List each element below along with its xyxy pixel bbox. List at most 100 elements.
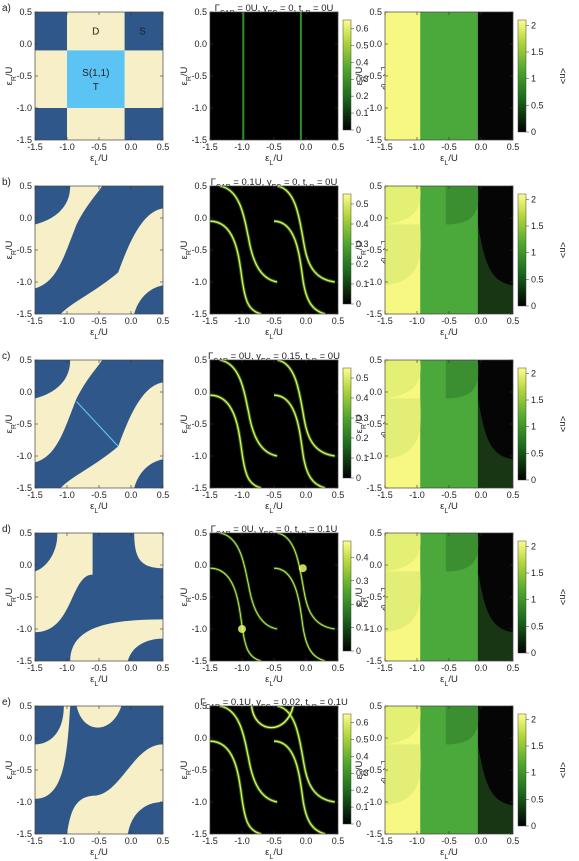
singlet-region: [127, 802, 163, 834]
occupation-panel: -1.5-1.5-1.0-1.0-0.5-0.50.00.00.50.5εL/U…: [354, 181, 568, 341]
y-tick-label: 0.0: [194, 387, 207, 397]
conductance-resonance: [210, 394, 262, 488]
conductance-panel: -1.5-1.5-1.0-1.0-0.5-0.50.00.00.50.5εL/U…: [179, 355, 393, 515]
y-tick-label: -0.5: [16, 419, 32, 429]
occupation-colorbar-tick-label: 2: [531, 714, 536, 724]
y-axis-label: εR/U: [4, 240, 18, 259]
occupation-colorbar-tick-label: 2: [531, 20, 536, 30]
conductance-colorbar: [342, 367, 352, 479]
y-tick-label: 0.0: [369, 39, 382, 49]
x-tick-label: -0.5: [91, 316, 107, 326]
x-tick-label: -0.5: [91, 836, 107, 846]
y-tick-label: 0.0: [19, 39, 32, 49]
y-tick-label: -0.5: [191, 592, 207, 602]
conductance-colorbar-tick-label: 0.1: [356, 623, 369, 633]
x-tick-label: 0.5: [332, 316, 345, 326]
y-tick-label: 0.5: [369, 355, 382, 365]
x-tick-label: -0.5: [441, 316, 457, 326]
region-label-doublet: D: [92, 26, 99, 37]
x-tick-label: 0.5: [332, 663, 345, 673]
occupation-colorbar-tick-label: 2: [531, 194, 536, 204]
conductance-resonance: [250, 706, 294, 729]
conductance-map: [210, 360, 338, 488]
y-tick-label: -1.0: [191, 451, 207, 461]
y-tick-label: -1.0: [191, 103, 207, 113]
x-tick-label: -1.5: [27, 142, 43, 152]
singlet-region: [124, 12, 163, 51]
x-tick-label: 0.5: [507, 316, 520, 326]
y-tick-label: 0.0: [19, 560, 32, 570]
occupation-panel: -1.5-1.5-1.0-1.0-0.5-0.50.00.00.50.5εL/U…: [354, 528, 568, 688]
y-tick-label: 0.5: [19, 701, 32, 711]
conductance-resonance: [273, 220, 326, 314]
x-tick-label: -1.0: [234, 836, 250, 846]
plot-frame: [384, 185, 514, 315]
x-tick-label: -1.0: [234, 316, 250, 326]
occupation-colorbar-label: <n>: [557, 68, 568, 85]
x-tick-label: -0.5: [266, 142, 282, 152]
x-axis-label: εL/U: [265, 847, 283, 861]
conductance-resonance: [210, 740, 262, 834]
occupation-colorbar-tick-label: 0.5: [531, 621, 544, 631]
occupation-blend: [385, 744, 422, 806]
singlet-region: [35, 360, 71, 399]
y-tick-label: -1.5: [366, 309, 382, 319]
y-tick-label: 0.0: [369, 560, 382, 570]
x-tick-label: -1.5: [377, 142, 393, 152]
occupation-zero-region: [477, 186, 513, 314]
y-tick-label: -1.5: [191, 656, 207, 666]
y-tick-label: 0.5: [19, 7, 32, 17]
y-tick-label: 0.0: [19, 213, 32, 223]
x-tick-label: 0.0: [125, 836, 138, 846]
conductance-resonance: [273, 740, 326, 834]
y-tick-label: -0.5: [191, 71, 207, 81]
y-axis-label: εR/U: [4, 587, 18, 606]
occupation-blend: [445, 706, 479, 745]
singlet-region: [35, 360, 163, 488]
y-tick-label: -1.5: [191, 135, 207, 145]
singlet-region: [35, 186, 71, 225]
stability-diagram: -1.5-1.5 -1.0 -1.0 -0.5 -0.5 0.0 0.0 0.5 0.5 εL/U…: [4, 528, 169, 688]
y-tick-label: -1.0: [191, 277, 207, 287]
x-axis-label: εL/U: [90, 847, 108, 861]
singlet-region: [35, 108, 67, 140]
occupation-zero-region: [477, 360, 513, 488]
y-tick-label: -1.0: [191, 624, 207, 634]
y-tick-label: -0.5: [191, 245, 207, 255]
y-tick-label: -1.0: [16, 277, 32, 287]
x-tick-label: 0.5: [332, 490, 345, 500]
y-tick-label: -1.5: [16, 829, 32, 839]
y-tick-label: -1.0: [366, 277, 382, 287]
occupation-map: [385, 186, 513, 314]
region-label-triplet: T: [93, 82, 99, 93]
y-tick-label: -1.0: [16, 451, 32, 461]
conductance-colorbar: [342, 193, 352, 305]
x-tick-label: -1.5: [27, 663, 43, 673]
plot-frame: [209, 359, 339, 489]
y-axis-label: εR/U: [179, 414, 193, 433]
y-tick-label: -1.0: [366, 797, 382, 807]
x-tick-label: -1.0: [409, 490, 425, 500]
y-tick-label: 0.5: [369, 7, 382, 17]
x-tick-label: -0.5: [441, 490, 457, 500]
x-tick-label: -1.5: [377, 836, 393, 846]
plot-frame: [384, 532, 514, 662]
occupation-colorbar-tick-label: 2: [531, 368, 536, 378]
occupation-colorbar-tick-label: 0: [531, 301, 536, 311]
conductance-map: [210, 186, 338, 314]
y-tick-label: 0.0: [194, 39, 207, 49]
occupation-two-region: [385, 12, 421, 140]
conductance-resonance: [273, 567, 326, 661]
x-tick-label: 0.0: [475, 490, 488, 500]
conductance-map: [210, 12, 338, 140]
y-tick-label: 0.5: [194, 7, 207, 17]
y-tick-label: 0.0: [369, 213, 382, 223]
x-tick-label: 0.0: [300, 836, 313, 846]
triplet-region: [67, 50, 125, 108]
triplet-line: [76, 401, 119, 447]
occupation-colorbar-tick-label: 0: [531, 821, 536, 831]
occupation-colorbar-tick-label: 1.5: [531, 568, 544, 578]
plot-frame: [34, 359, 164, 489]
y-tick-label: -0.5: [366, 592, 382, 602]
